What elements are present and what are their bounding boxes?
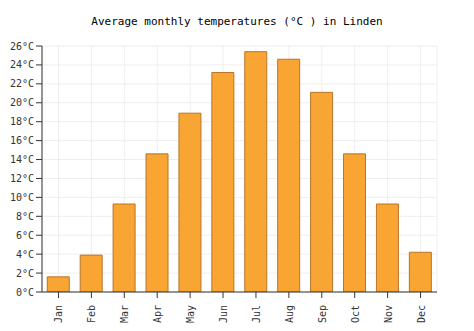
svg-text:16°C: 16°C <box>10 135 34 146</box>
svg-text:Mar: Mar <box>119 305 130 323</box>
svg-text:20°C: 20°C <box>10 97 34 108</box>
svg-text:Jul: Jul <box>251 305 262 323</box>
svg-text:22°C: 22°C <box>10 78 34 89</box>
svg-text:Aug: Aug <box>284 305 295 323</box>
svg-text:12°C: 12°C <box>10 173 34 184</box>
svg-text:Sep: Sep <box>317 305 328 323</box>
svg-text:Feb: Feb <box>86 305 97 323</box>
svg-text:18°C: 18°C <box>10 116 34 127</box>
svg-text:14°C: 14°C <box>10 154 34 165</box>
svg-text:24°C: 24°C <box>10 59 34 70</box>
svg-text:26°C: 26°C <box>10 41 34 52</box>
svg-text:Dec: Dec <box>416 305 427 323</box>
svg-text:4°C: 4°C <box>16 249 34 260</box>
svg-text:8°C: 8°C <box>16 211 34 222</box>
svg-text:Oct: Oct <box>350 305 361 323</box>
html-text:Average monthly temperatures (: Average monthly temperatures (°C ) in Li… <box>91 15 383 28</box>
svg-text:May: May <box>185 305 196 323</box>
svg-text:10°C: 10°C <box>10 192 34 203</box>
svg-text:0°C: 0°C <box>16 287 34 298</box>
svg-text:6°C: 6°C <box>16 230 34 241</box>
svg-text:Nov: Nov <box>383 305 394 323</box>
svg-text:Jun: Jun <box>218 305 229 323</box>
svg-text:Apr: Apr <box>152 305 163 323</box>
svg-text:Jan: Jan <box>53 305 64 323</box>
svg-text:2°C: 2°C <box>16 268 34 279</box>
